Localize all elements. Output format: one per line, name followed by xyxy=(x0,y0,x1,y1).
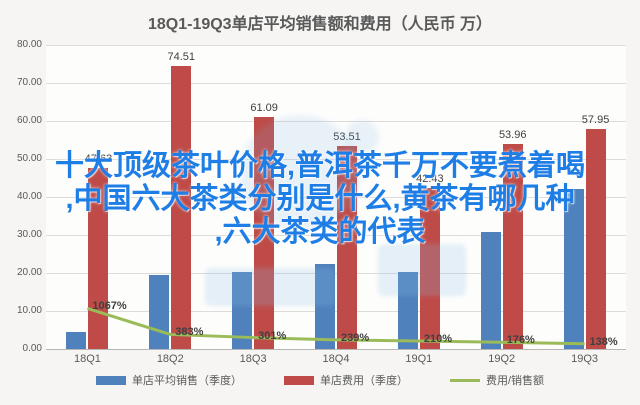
legend-swatch-bar xyxy=(283,375,314,385)
ratio-percent-label: 1067% xyxy=(92,300,127,313)
y-tick-label: 50.00 xyxy=(16,153,42,164)
chart-legend: 单店平均销售（季度） 单店费用（季度） 费用/销售额 xyxy=(0,372,640,388)
y-tick-label: 60.00 xyxy=(16,115,42,126)
bar-sales-19Q2 xyxy=(480,232,501,349)
y-tick-label: 80.00 xyxy=(16,39,42,50)
y-tick-label: 10.00 xyxy=(16,305,42,316)
gridline xyxy=(46,197,626,198)
legend-label: 单店费用（季度） xyxy=(319,375,408,387)
bar-cost-18Q4 xyxy=(337,145,357,349)
legend-label: 费用/销售额 xyxy=(485,375,545,387)
gridline xyxy=(46,311,626,312)
ratio-percent-label: 383% xyxy=(175,326,204,339)
bar-cost-18Q1 xyxy=(88,168,109,349)
overlay-headline-line1: 十大顶级茶叶价格,普洱茶千万不要煮着喝 xyxy=(54,150,586,182)
bar-cost-value-label: 47.63 xyxy=(84,153,113,165)
x-tick-label-19Q2: 19Q2 xyxy=(488,353,516,365)
watermark-text-ghost xyxy=(378,244,466,296)
y-tick-label: 0.00 xyxy=(22,343,42,354)
watermark-text-ghost xyxy=(205,268,335,306)
bar-cost-19Q3 xyxy=(585,128,606,349)
bar-cost-value-label: 53.51 xyxy=(333,130,361,143)
gridline xyxy=(46,83,626,84)
ratio-percent-label: 176% xyxy=(506,334,535,347)
legend-item: 单店费用（季度） xyxy=(283,372,408,388)
legend-label: 单店平均销售（季度） xyxy=(131,375,242,387)
ratio-percent-label: 239% xyxy=(341,331,370,344)
y-tick-label: 40.00 xyxy=(16,191,42,202)
bar-cost-19Q2 xyxy=(502,143,523,349)
bar-cost-18Q3 xyxy=(254,116,275,349)
y-tick-label: 20.00 xyxy=(16,267,42,278)
x-tick-label-18Q2: 18Q2 xyxy=(156,353,184,365)
x-tick-label-18Q4: 18Q4 xyxy=(322,353,350,365)
x-tick-label-18Q3: 18Q3 xyxy=(239,353,267,365)
overlay-headline-line2: ,中国六大茶类分别是什么,黄茶有哪几种 xyxy=(65,183,575,215)
x-axis-line xyxy=(46,349,626,350)
legend-swatch-line xyxy=(449,378,480,382)
x-tick-label-19Q1: 19Q1 xyxy=(405,353,433,365)
chart-title: 18Q1-19Q3单店平均销售额和费用（人民币 万） xyxy=(147,16,493,33)
y-tick-label: 30.00 xyxy=(16,229,42,240)
bar-cost-value-label: 42.43 xyxy=(416,172,444,185)
gridline xyxy=(46,273,626,274)
ratio-percent-label: 138% xyxy=(589,335,618,348)
legend-swatch-bar xyxy=(95,375,126,385)
bar-sales-18Q2 xyxy=(149,274,170,349)
bar-sales-18Q1 xyxy=(66,331,87,349)
y-tick-label: 70.00 xyxy=(16,77,42,88)
watermark-logo-dot xyxy=(345,120,379,154)
legend-item: 单店平均销售（季度） xyxy=(95,372,242,388)
bar-cost-value-label: 74.51 xyxy=(167,50,196,63)
bar-cost-18Q2 xyxy=(171,65,192,349)
bar-cost-value-label: 61.09 xyxy=(250,101,278,114)
watermark-logo xyxy=(240,115,360,230)
ratio-percent-label: 210% xyxy=(423,333,452,346)
x-tick-label-18Q1: 18Q1 xyxy=(73,353,101,365)
gridline xyxy=(46,159,626,160)
ratio-percent-label: 301% xyxy=(258,329,287,342)
overlay-headline-line3: ,六大茶类的代表 xyxy=(214,216,426,248)
x-tick-label-19Q3: 19Q3 xyxy=(571,353,599,365)
overlay-headline: 十大顶级茶叶价格,普洱茶千万不要煮着喝 ,中国六大茶类分别是什么,黄茶有哪几种 … xyxy=(0,150,640,249)
legend-item: 费用/销售额 xyxy=(449,372,545,388)
gridline xyxy=(46,45,626,46)
gridline xyxy=(46,121,626,122)
bar-cost-value-label: 57.95 xyxy=(581,113,610,126)
gridline xyxy=(46,235,626,236)
bar-cost-value-label: 53.96 xyxy=(498,128,527,141)
